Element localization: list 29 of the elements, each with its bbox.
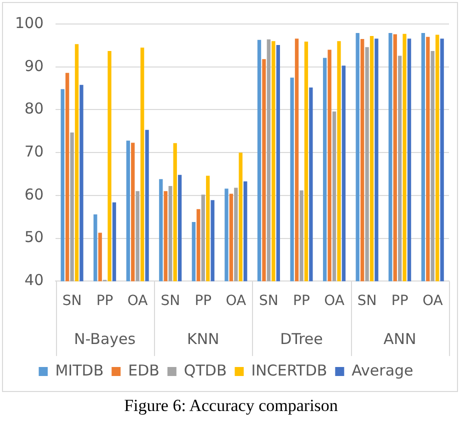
text: DTree — [280, 330, 323, 348]
x-tick-label: SN — [62, 293, 82, 310]
y-tick-label: 100 — [14, 14, 44, 32]
legend-label: INCERTDB — [251, 361, 328, 380]
legend-label: MITDB — [55, 361, 104, 380]
x-tick-label: OA — [226, 293, 247, 310]
x-tick-label: PP — [96, 293, 114, 310]
y-tick-label: 90 — [24, 56, 44, 75]
text: ANN — [383, 330, 416, 348]
x-tick-label: PP — [293, 293, 310, 310]
text: N-Bayes — [74, 330, 136, 348]
x-tick-label: SN — [160, 293, 180, 310]
x-tick-label: PP — [391, 293, 408, 310]
x-tick-label: OA — [127, 293, 148, 310]
text: Figure 6: Accuracy comparison — [123, 396, 339, 416]
legend-label: Average — [352, 361, 414, 380]
x-tick-label: OA — [422, 293, 444, 310]
x-tick-label: SN — [357, 293, 377, 310]
x-tick-label: SN — [259, 293, 278, 310]
y-tick-label: 80 — [24, 100, 44, 118]
legend-label: EDB — [128, 361, 160, 380]
y-tick-label: 60 — [24, 185, 44, 204]
y-tick-label: 70 — [24, 142, 44, 160]
x-tick-label: OA — [324, 293, 345, 310]
x-tick-label: PP — [194, 293, 212, 310]
y-tick-label: 40 — [24, 271, 44, 290]
y-tick-label: 50 — [24, 228, 44, 246]
legend-label: QTDB — [184, 361, 227, 380]
text: KNN — [187, 330, 220, 348]
